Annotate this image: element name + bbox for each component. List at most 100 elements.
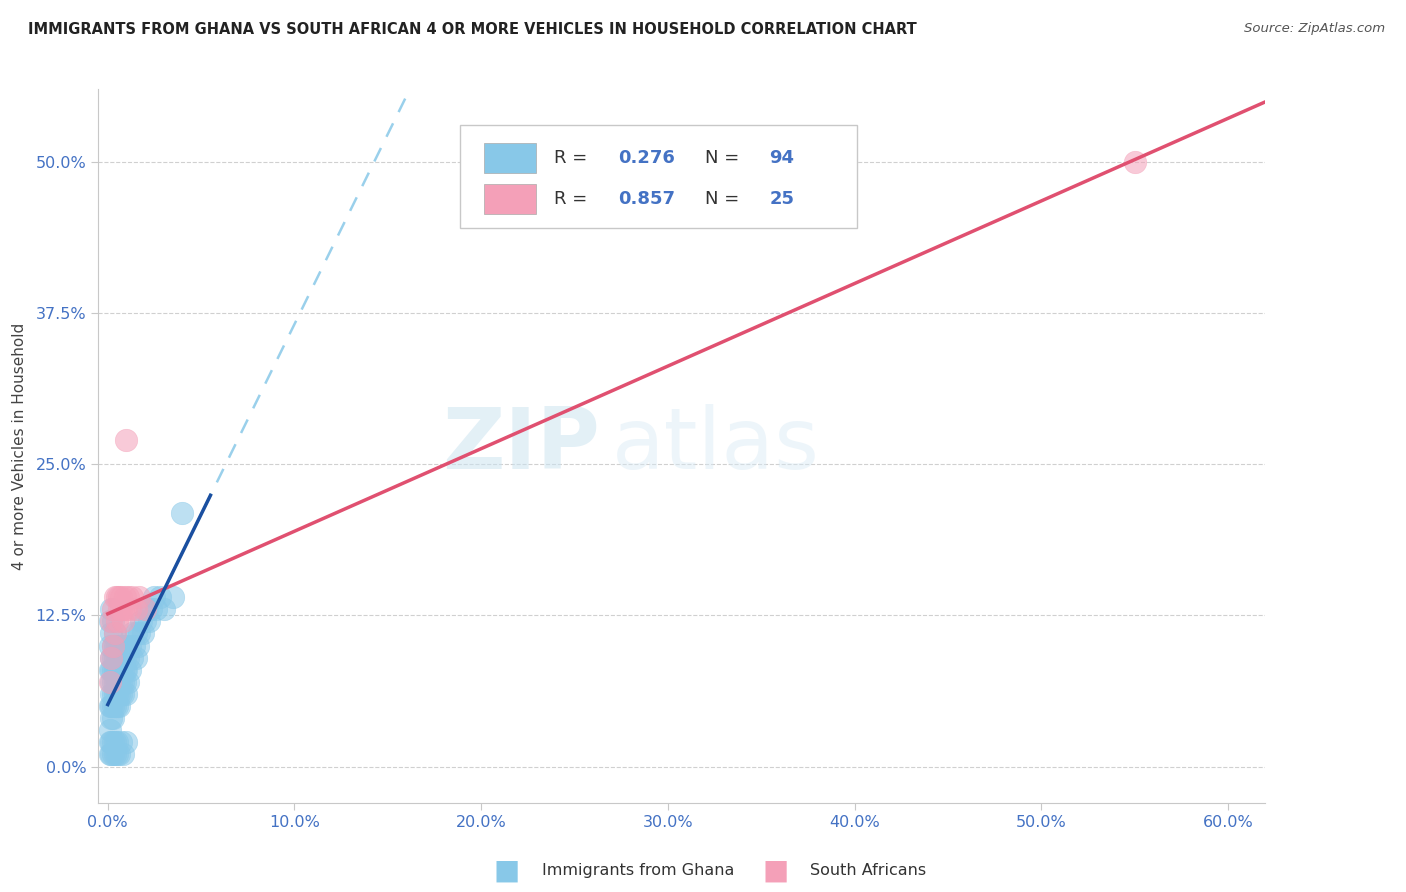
Text: IMMIGRANTS FROM GHANA VS SOUTH AFRICAN 4 OR MORE VEHICLES IN HOUSEHOLD CORRELATI: IMMIGRANTS FROM GHANA VS SOUTH AFRICAN 4… <box>28 22 917 37</box>
Y-axis label: 4 or more Vehicles in Household: 4 or more Vehicles in Household <box>13 322 27 570</box>
Point <box>108 663 131 677</box>
Point <box>103 735 125 749</box>
Point <box>100 711 122 725</box>
Point <box>111 687 134 701</box>
Point <box>111 650 134 665</box>
Point <box>115 735 138 749</box>
Point <box>127 639 149 653</box>
Point <box>104 699 127 714</box>
Point <box>152 602 174 616</box>
Point <box>110 663 132 677</box>
Point <box>110 674 132 689</box>
Point <box>103 674 125 689</box>
Point <box>145 602 167 616</box>
Point <box>108 602 131 616</box>
FancyBboxPatch shape <box>484 143 536 173</box>
Point <box>114 590 136 604</box>
Point <box>108 639 131 653</box>
Point <box>98 674 121 689</box>
Point <box>100 663 122 677</box>
Point <box>103 663 125 677</box>
Point <box>105 747 128 762</box>
Point <box>125 602 148 616</box>
Point <box>105 674 128 689</box>
Point <box>115 687 138 701</box>
Text: N =: N = <box>706 190 745 208</box>
Point <box>98 663 121 677</box>
Point <box>100 735 122 749</box>
Point <box>111 674 134 689</box>
Point <box>111 663 134 677</box>
Point <box>103 687 125 701</box>
Point <box>134 602 156 616</box>
Point <box>105 687 128 701</box>
Point <box>98 699 121 714</box>
Point <box>103 615 125 629</box>
Point <box>162 590 184 604</box>
Point <box>139 602 162 616</box>
Point <box>104 590 127 604</box>
Point <box>98 747 121 762</box>
Point <box>110 602 132 616</box>
Point <box>100 699 122 714</box>
Point <box>98 639 121 653</box>
Point <box>134 615 156 629</box>
Point <box>105 615 128 629</box>
Point <box>105 663 128 677</box>
Point <box>110 639 132 653</box>
Point <box>125 626 148 640</box>
Point <box>128 590 150 604</box>
Point <box>115 433 138 447</box>
Point <box>108 687 131 701</box>
Point <box>104 663 127 677</box>
Text: ZIP: ZIP <box>443 404 600 488</box>
Point <box>115 602 138 616</box>
Text: 0.857: 0.857 <box>617 190 675 208</box>
Text: ■: ■ <box>494 856 520 885</box>
Point <box>131 615 153 629</box>
Point <box>105 650 128 665</box>
Point <box>149 590 172 604</box>
Point <box>121 626 143 640</box>
Text: R =: R = <box>554 149 592 167</box>
Point <box>100 650 122 665</box>
Point <box>104 735 127 749</box>
Point <box>104 674 127 689</box>
Point <box>98 735 121 749</box>
Point <box>108 699 131 714</box>
Point <box>105 674 128 689</box>
Point <box>105 590 128 604</box>
Point <box>104 639 127 653</box>
Point <box>111 747 134 762</box>
Point <box>128 626 150 640</box>
Point <box>103 602 125 616</box>
Text: 94: 94 <box>769 149 794 167</box>
Point <box>98 723 121 738</box>
Point <box>105 735 128 749</box>
Text: R =: R = <box>554 190 592 208</box>
Point <box>104 747 127 762</box>
Point <box>121 650 143 665</box>
FancyBboxPatch shape <box>460 125 858 228</box>
Point <box>114 663 136 677</box>
Point <box>136 602 159 616</box>
Point <box>111 615 134 629</box>
Text: 25: 25 <box>769 190 794 208</box>
Point <box>172 506 194 520</box>
Text: atlas: atlas <box>612 404 820 488</box>
Point <box>100 615 122 629</box>
Point <box>117 674 139 689</box>
Point <box>120 639 142 653</box>
Point <box>108 674 131 689</box>
Text: Source: ZipAtlas.com: Source: ZipAtlas.com <box>1244 22 1385 36</box>
Point <box>100 747 122 762</box>
Point <box>100 674 122 689</box>
Point <box>120 602 142 616</box>
Point <box>121 590 143 604</box>
Point <box>103 639 125 653</box>
Point <box>132 626 155 640</box>
Point <box>103 747 125 762</box>
Point <box>111 639 134 653</box>
Point <box>103 711 125 725</box>
FancyBboxPatch shape <box>484 184 536 214</box>
